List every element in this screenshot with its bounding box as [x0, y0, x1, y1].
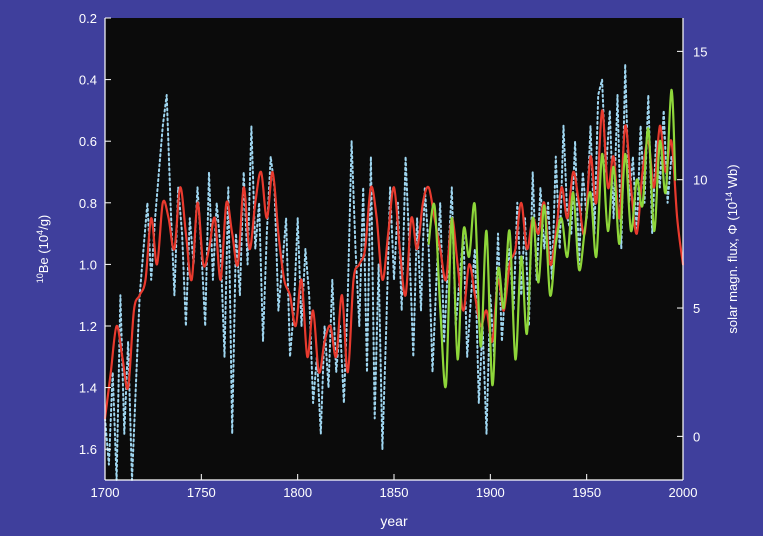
x-tick-label: 2000 [669, 485, 698, 500]
y-left-tick-label: 1.0 [79, 257, 97, 272]
y-left-tick-label: 0.8 [79, 196, 97, 211]
x-axis-label: year [380, 513, 408, 529]
y-right-tick-label: 10 [693, 173, 707, 188]
x-tick-label: 1800 [283, 485, 312, 500]
y-right-label-exp: 14 [724, 192, 734, 202]
axis-layer: 1700 1750 1800 1850 1900 1950 2000 0.2 0.4 0.6 0.8… [79, 11, 708, 500]
x-tick-label: 1900 [476, 485, 505, 500]
x-tick-label: 1850 [380, 485, 409, 500]
x-tick-label: 1750 [187, 485, 216, 500]
y-left-tick-label: 1.4 [79, 381, 97, 396]
y-left-tick-label: 1.6 [79, 442, 97, 457]
x-tick-label: 1950 [572, 485, 601, 500]
be10-smoothed-line [103, 109, 685, 420]
y-right-tick-label: 0 [693, 429, 700, 444]
y-left-label-main: Be (10 [36, 235, 51, 273]
y-left-tick-label: 0.2 [79, 11, 97, 26]
y-right-label-suffix: Wb) [725, 164, 740, 191]
y-left-tick-label: 1.2 [79, 319, 97, 334]
y-left-label-suffix: /g) [36, 215, 51, 230]
series-layer [103, 63, 685, 481]
y-left-tick-label: 0.4 [79, 73, 97, 88]
solar-flux-line [427, 88, 677, 389]
y-axis-right-label: solar magn. flux, Φ (1014 Wb) [724, 164, 740, 333]
y-right-tick-label: 15 [693, 44, 707, 59]
y-left-tick-label: 0.6 [79, 134, 97, 149]
y-right-tick-label: 5 [693, 301, 700, 316]
x-tick-label: 1700 [91, 485, 120, 500]
y-right-label-main: solar magn. flux, Φ (10 [725, 202, 740, 334]
y-left-label-prefix: 10 [35, 273, 45, 283]
y-left-label-exp: 4 [35, 230, 45, 235]
y-axis-left-label: 10Be (104/g) [35, 215, 51, 284]
